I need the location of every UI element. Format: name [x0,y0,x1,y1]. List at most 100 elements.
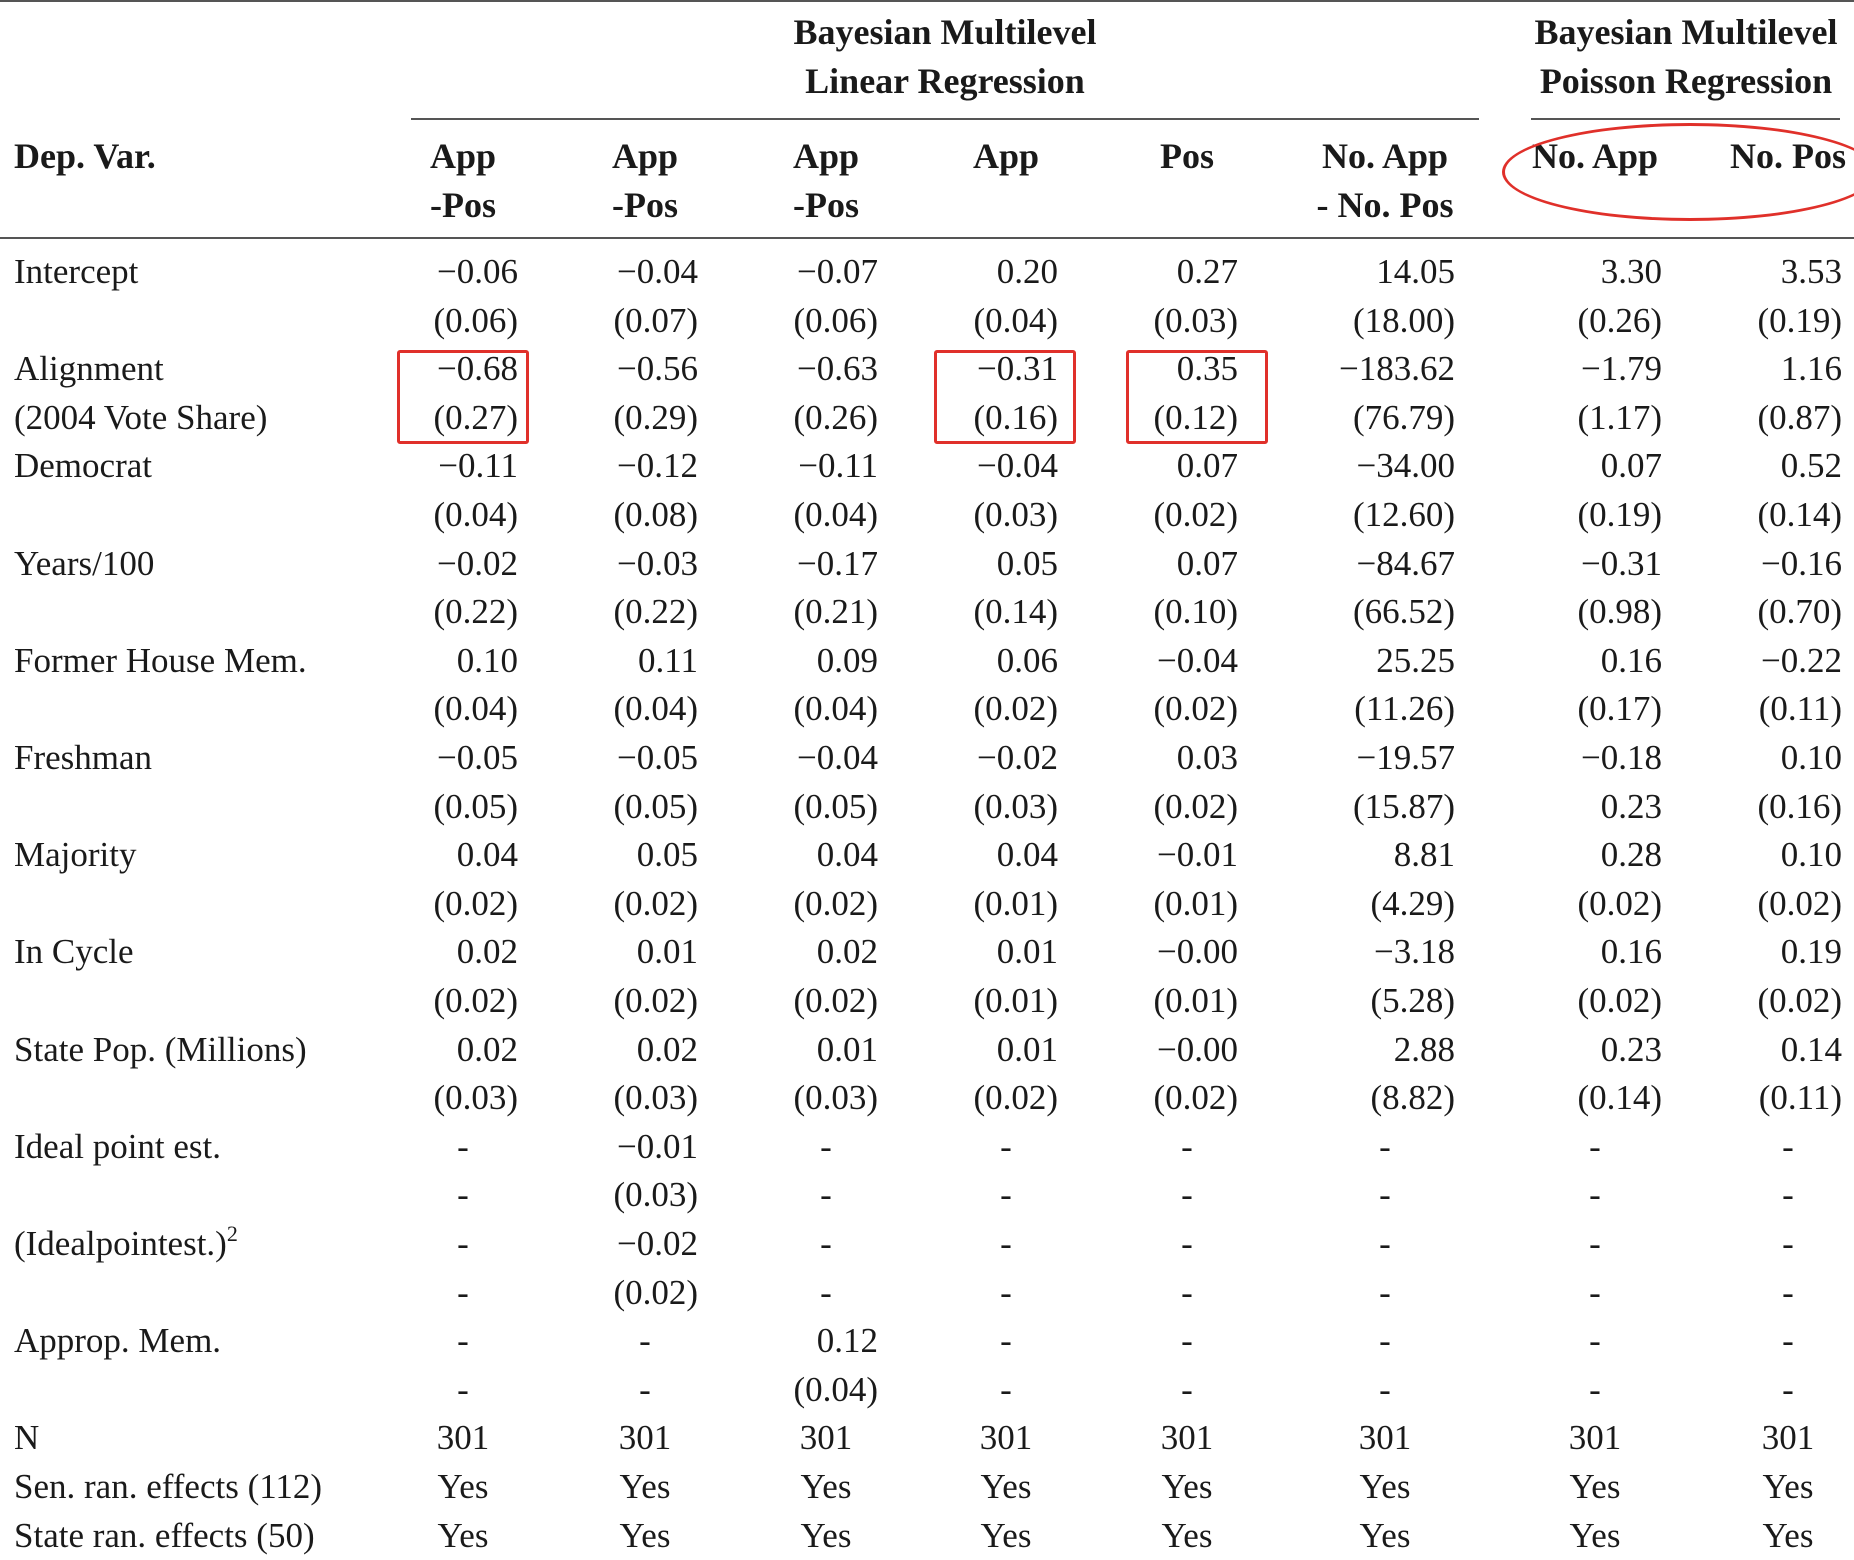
std-error-cell: (0.16) [1757,786,1842,826]
std-error-cell: (0.14) [1577,1078,1662,1118]
std-error-cell: - [639,1369,651,1409]
dep-var-label: Dep. Var. [14,136,156,176]
coefficient-cell: 0.27 [1176,252,1238,291]
footer-value: 301 [1160,1418,1214,1458]
std-error-cell: - [457,1369,469,1409]
std-error-cell: (0.07) [613,300,698,340]
coefficient-cell: −0.04 [617,252,698,291]
std-error-cell: (0.26) [793,397,878,437]
coefficient-cell: 0.10 [1780,835,1842,875]
std-error-cell: - [457,1272,469,1312]
std-error-cell: (0.01) [1153,981,1238,1020]
coefficient-cell: - [457,1321,469,1361]
coefficient-cell: - [1379,1321,1391,1361]
std-error-cell: (15.87) [1352,786,1455,826]
coefficient-cell: −0.04 [1157,640,1238,680]
std-error-cell: (0.98) [1577,592,1662,632]
coefficient-cell: 0.03 [1176,738,1238,777]
coefficient-cell: −0.01 [617,1126,698,1166]
std-error-cell: (0.04) [793,1369,878,1409]
coefficient-cell: - [1000,1126,1012,1166]
coefficient-cell: −19.57 [1356,738,1456,777]
std-error-cell: (0.16) [973,397,1058,437]
coefficient-cell: −0.31 [977,349,1058,389]
footer-value: Yes [1762,1467,1814,1506]
highlight-box-alignment-col1 [397,350,529,444]
footer-value: 301 [618,1418,672,1458]
footer-value: Yes [619,1515,671,1555]
column-header-line2: - No. Pos [1316,185,1454,225]
std-error-cell: (76.79) [1352,397,1455,437]
footer-value: Yes [619,1467,671,1506]
row-label: Democrat [14,446,152,486]
std-error-cell: (0.02) [1757,981,1842,1020]
footer-value: Yes [800,1467,852,1506]
coefficient-cell: - [457,1224,469,1263]
coefficient-cell: - [820,1126,832,1166]
row-label: Intercept [14,252,139,291]
coefficient-cell: - [1782,1321,1794,1361]
std-error-cell: (0.22) [433,592,518,632]
coefficient-cell: −0.00 [1157,932,1238,972]
coefficient-cell: 14.05 [1376,252,1455,291]
std-error-cell: (0.70) [1757,592,1842,632]
std-error-cell: (0.04) [793,689,878,729]
coefficient-cell: - [1589,1126,1601,1166]
std-error-cell: (0.02) [613,981,698,1020]
std-error-cell: (0.03) [433,1078,518,1118]
coefficient-cell: 0.04 [996,835,1058,875]
coefficient-cell: −0.00 [1157,1029,1238,1069]
coefficient-cell: 0.23 [1600,1029,1662,1069]
footer-value: Yes [1762,1515,1814,1555]
column-header-line1: No. App [1321,136,1449,176]
row-label: (Idealpointest.)2 [14,1221,238,1264]
column-header: Pos [1077,132,1297,181]
coefficient-cell: −0.63 [797,349,878,389]
std-error-cell: (0.87) [1757,397,1842,437]
std-error-cell: (0.02) [1153,495,1238,534]
std-error-cell: - [1782,1369,1794,1409]
std-error-cell: (0.02) [1153,786,1238,826]
std-error-cell: (0.19) [1757,300,1842,340]
coefficient-cell: −0.18 [1581,738,1662,777]
std-error-cell: (0.27) [433,397,518,437]
coefficient-cell: 0.52 [1780,446,1842,486]
coefficient-cell: 0.28 [1600,835,1662,875]
coefficient-cell: 8.81 [1393,835,1455,875]
coefficient-cell: −0.16 [1761,543,1842,583]
std-error-cell: (8.82) [1370,1078,1455,1118]
std-error-cell: (11.26) [1354,689,1455,729]
coefficient-cell: −0.31 [1581,543,1662,583]
std-error-cell: (0.02) [973,689,1058,729]
row-label: Years/100 [14,543,155,583]
coefficient-cell: −0.11 [438,446,518,486]
std-error-cell: (0.04) [433,689,518,729]
std-error-cell: (0.05) [433,786,518,826]
std-error-cell: (0.19) [1577,495,1662,534]
row-label: Former House Mem. [14,640,307,680]
std-error-cell: - [1000,1175,1012,1215]
coefficient-cell: −0.01 [1157,835,1238,875]
std-error-cell: (0.02) [433,883,518,923]
coefficient-cell: - [1181,1321,1193,1361]
footer-value: Yes [1359,1467,1411,1506]
coefficient-cell: - [1000,1321,1012,1361]
std-error-cell: (0.02) [1577,981,1662,1020]
column-header-line1: App [792,136,860,176]
std-error-cell: (1.17) [1577,397,1662,437]
coefficient-cell: −84.67 [1356,543,1456,583]
std-error-cell: (0.02) [1577,883,1662,923]
std-error-cell: (0.03) [973,495,1058,534]
column-header: No. App - No. Pos [1275,132,1495,230]
std-error-cell: (0.04) [793,495,878,534]
coefficient-cell: 2.88 [1393,1029,1455,1069]
coefficient-cell: 3.53 [1780,252,1842,291]
std-error-cell: - [1379,1272,1391,1312]
footer-value: Yes [1569,1515,1621,1555]
coefficient-cell: 0.01 [996,1029,1058,1069]
std-error-cell: (0.03) [613,1175,698,1215]
footer-value: Yes [437,1467,489,1506]
footer-value: Yes [980,1467,1032,1506]
coefficient-cell: −0.06 [437,252,518,291]
column-header-line1: Pos [1160,136,1214,176]
